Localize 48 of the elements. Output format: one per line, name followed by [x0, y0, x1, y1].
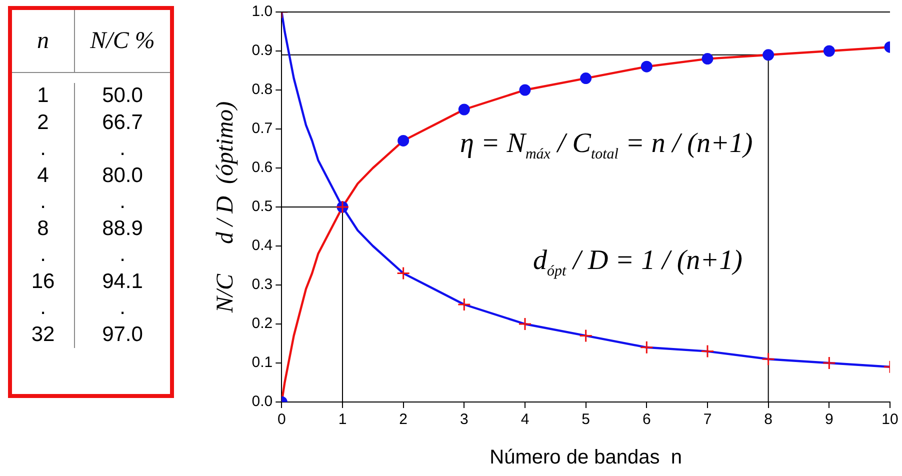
- y-tick-label: 0.9: [252, 42, 273, 60]
- text: 66.7: [101, 110, 144, 136]
- y-tick-label: 0.4: [252, 237, 273, 254]
- x-tick-label: 7: [703, 411, 712, 428]
- text: .: [118, 242, 126, 268]
- text: 1: [12, 83, 75, 110]
- text: 88.9: [101, 216, 144, 242]
- text: 32: [12, 322, 75, 348]
- text: 50.0: [101, 83, 144, 109]
- y-tick-label: 0.6: [252, 159, 273, 176]
- x-tick-label: 3: [460, 411, 468, 428]
- x-tick-label: 4: [520, 411, 530, 428]
- text: 94.1: [101, 268, 144, 294]
- text: 2: [12, 110, 75, 136]
- y-tick-label: 0.7: [252, 120, 273, 138]
- x-tick-label: 1: [338, 411, 347, 428]
- text: 80.0: [101, 162, 144, 188]
- text: 97.0: [101, 322, 144, 348]
- y-tick-label: 0.8: [252, 81, 273, 98]
- text: .: [118, 189, 126, 215]
- x-tick-label: 2: [399, 411, 408, 428]
- text: 8: [12, 216, 75, 242]
- text: .: [118, 295, 126, 321]
- x-tick-label: 6: [642, 411, 651, 428]
- category-label: N/C %: [89, 28, 156, 54]
- text: 16: [12, 268, 75, 295]
- text: .: [12, 295, 75, 322]
- x-tick-label: 8: [764, 411, 772, 428]
- text: .: [12, 189, 75, 216]
- y-tick-label: 0.0: [252, 393, 273, 410]
- text: .: [12, 136, 75, 162]
- y-tick-label: 0.5: [252, 198, 273, 216]
- category-label: n: [12, 10, 75, 72]
- text: .: [12, 242, 75, 268]
- annotation: d$_{ópt}$ / D = 1 / (n+1): [533, 245, 742, 281]
- text: .: [118, 136, 126, 162]
- text: 4: [12, 162, 75, 189]
- y-tick-label: 0.2: [252, 315, 273, 332]
- y-tick-label: 0.3: [252, 276, 273, 294]
- annotation: η = N$_{máx}$ / C$_{total}$ = n / (n+1): [460, 128, 753, 164]
- y-axis-title: N/C d / D (óptimo): [212, 101, 239, 314]
- x-tick-label: 9: [824, 411, 834, 428]
- y-tick-label: 1.0: [252, 3, 273, 20]
- x-axis-title: Número de bandas n: [490, 446, 682, 469]
- x-tick-label: 10: [882, 411, 898, 428]
- y-tick-label: 0.1: [252, 354, 273, 372]
- x-tick-label: 5: [582, 411, 590, 428]
- x-tick-label: 0: [277, 411, 286, 428]
